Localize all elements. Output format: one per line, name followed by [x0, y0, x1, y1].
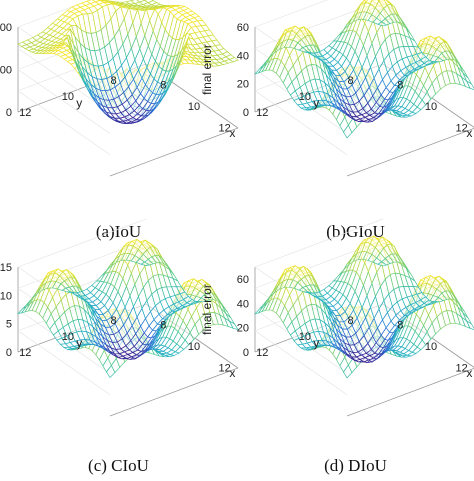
- x-tick-label: 10: [425, 341, 437, 353]
- surface-cell: [228, 57, 239, 63]
- caption-ciou: (c) CIoU: [88, 456, 149, 475]
- x-tick-label: 8: [160, 320, 166, 332]
- y-axis-label: y: [76, 96, 82, 110]
- grid-line: [254, 330, 348, 395]
- z-tick-label: 20: [237, 323, 249, 335]
- y-tick-label: 10: [62, 91, 74, 103]
- x-tick-label: 10: [188, 341, 200, 353]
- x-tick-label: 10: [425, 101, 437, 113]
- surface-cell: [228, 320, 239, 331]
- y-tick-label: 10: [299, 91, 311, 103]
- x-tick-label: 12: [456, 122, 468, 134]
- z-tick-label: 40: [237, 298, 249, 310]
- x-tick-label: 8: [160, 80, 166, 92]
- z-tick-label: 2000: [0, 22, 12, 34]
- y-tick-label: 10: [62, 331, 74, 343]
- x-tick-label: 8: [397, 320, 403, 332]
- z-tick-label: 5: [6, 319, 12, 331]
- surface-plot-ciou: 0510158101281012xyfinal error: [0, 218, 239, 417]
- z-tick-label: 1000: [0, 65, 12, 77]
- axis-line: [109, 127, 239, 177]
- axis-line: [346, 367, 474, 417]
- grid-line: [17, 48, 111, 113]
- chart-panel-giou: 0 20 40 60 8 10 12 8 10 12 x y final error (b)GIoU: [200, 0, 474, 241]
- z-tick-label: 15: [0, 262, 12, 274]
- y-tick-label: 12: [19, 347, 31, 359]
- x-axis-label: x: [466, 366, 472, 380]
- grid-line: [254, 218, 384, 268]
- z-axis-label: final error: [200, 284, 214, 335]
- z-tick-label: 40: [237, 50, 249, 62]
- surface-plot-iou: 0100020008101281012xyfinal error: [0, 0, 239, 177]
- z-tick-label: 60: [237, 22, 249, 34]
- surface-mesh: [253, 0, 474, 139]
- surface-mesh: [16, 238, 239, 379]
- y-tick-label: 10: [299, 331, 311, 343]
- surface-mesh: [17, 0, 239, 125]
- z-tick-label: 10: [0, 290, 12, 302]
- caption-giou: (b)GIoU: [326, 222, 385, 241]
- z-tick-label: 0: [6, 347, 12, 359]
- x-tick-label: 12: [219, 362, 231, 374]
- grid-line: [17, 330, 111, 395]
- grid-line: [17, 218, 147, 268]
- z-tick-label: 0: [243, 347, 249, 359]
- y-tick-label: 12: [256, 107, 268, 119]
- grid-line: [17, 69, 111, 134]
- z-tick-label: 0: [243, 107, 249, 119]
- y-axis-label: y: [76, 336, 82, 350]
- surface-mesh: [253, 235, 474, 379]
- y-axis-label: y: [313, 96, 319, 110]
- x-axis-label: x: [466, 126, 472, 140]
- chart-panel-ciou: 0510158101281012xyfinal error (c) CIoU: [0, 218, 239, 480]
- y-tick-label: 8: [348, 75, 354, 87]
- chart-panel-iou: 0100020008101281012xyfinal error (a)IoU: [0, 0, 239, 241]
- x-tick-label: 10: [188, 101, 200, 113]
- x-tick-label: 12: [219, 122, 231, 134]
- y-tick-label: 8: [111, 75, 117, 87]
- grid-line: [254, 90, 348, 155]
- y-tick-label: 8: [348, 315, 354, 327]
- axis-line: [346, 127, 474, 177]
- caption-iou: (a)IoU: [95, 222, 142, 241]
- axis-line: [109, 367, 239, 417]
- z-axis-label: final error: [200, 44, 214, 95]
- y-tick-label: 12: [256, 347, 268, 359]
- z-tick-label: 60: [237, 274, 249, 286]
- caption-diou: (d) DIoU: [324, 456, 387, 475]
- y-tick-label: 8: [111, 315, 117, 327]
- x-axis-label: x: [229, 366, 235, 380]
- chart-panel-diou: 0 20 40 60 8 10 12 8 10 12 x y final error (d) DIoU: [200, 218, 474, 480]
- z-tick-label: 20: [237, 79, 249, 91]
- x-tick-label: 8: [397, 80, 403, 92]
- x-tick-label: 12: [456, 362, 468, 374]
- grid-line: [17, 90, 111, 155]
- x-axis-label: x: [229, 126, 235, 140]
- y-axis-label: y: [313, 336, 319, 350]
- grid-line: [254, 0, 328, 28]
- z-tick-label: 0: [6, 107, 12, 119]
- y-tick-label: 12: [19, 107, 31, 119]
